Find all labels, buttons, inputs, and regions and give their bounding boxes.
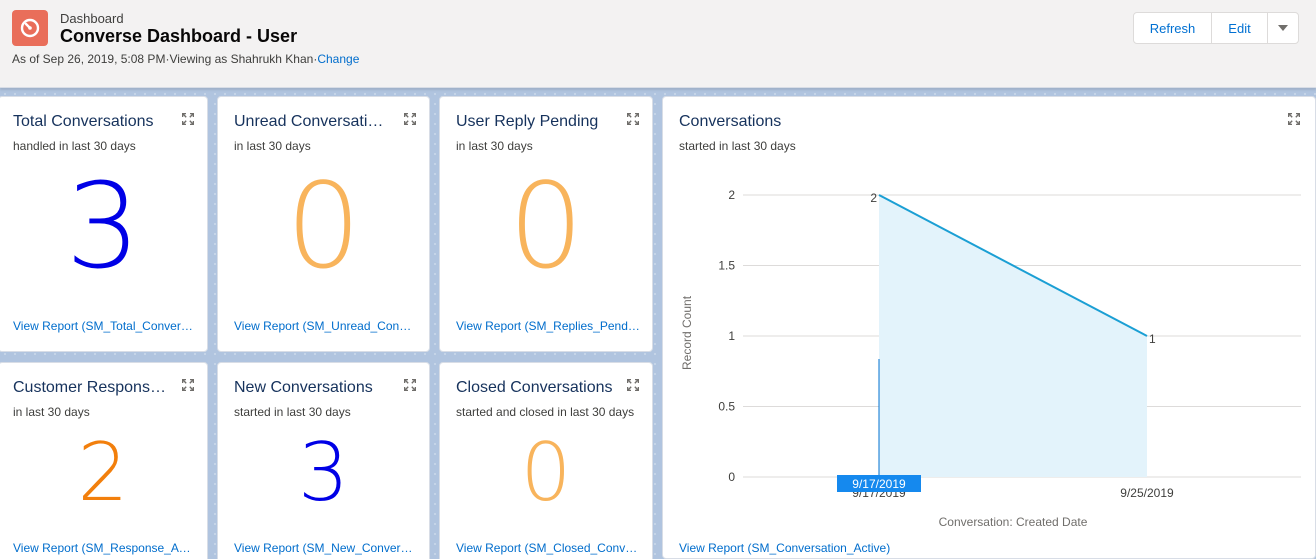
unread-conversations-widget: Unread Conversations in last 30 days 0 V… [217, 96, 430, 352]
widget-subtitle: in last 30 days [13, 405, 90, 419]
expand-icon[interactable] [181, 378, 195, 392]
dashboard-header: Dashboard Converse Dashboard - User As o… [0, 0, 1316, 88]
metric-value: 3 [65, 157, 141, 295]
widget-title: Closed Conversations [456, 379, 613, 396]
widget-title: Total Conversations [13, 113, 154, 130]
widget-subtitle: handled in last 30 days [13, 139, 136, 153]
total-conversations-widget: Total Conversations handled in last 30 d… [0, 96, 208, 352]
y-tick-label: 1.5 [718, 259, 735, 273]
view-report-link[interactable]: View Report (SM_Replies_Pending) [456, 319, 640, 333]
widget-subtitle: started in last 30 days [234, 405, 351, 419]
x-axis-title: Conversation: Created Date [939, 515, 1088, 529]
widget-subtitle: started and closed in last 30 days [456, 405, 635, 419]
customer-response-awaited-widget: Customer Response Awaited in last 30 day… [0, 362, 208, 559]
expand-icon[interactable] [403, 378, 417, 392]
widget-title: User Reply Pending [456, 113, 599, 130]
widget-title: Unread Conversations [234, 113, 391, 130]
expand-icon[interactable] [626, 378, 640, 392]
widget-subtitle: in last 30 days [234, 139, 311, 153]
as-of-timestamp: As of Sep 26, 2019, 5:08 PM [12, 52, 166, 66]
series-line [878, 194, 1148, 337]
data-label: 2 [870, 191, 877, 205]
viewing-as-text: Viewing as Shahrukh Khan [169, 52, 314, 66]
hover-date-badge [837, 475, 921, 492]
view-report-link[interactable]: View Report (SM_New_Conversations) [234, 541, 417, 555]
new-conversations-widget: New Conversations started in last 30 day… [217, 362, 430, 559]
refresh-button[interactable]: Refresh [1134, 13, 1212, 43]
view-report-link[interactable]: View Report (SM_Unread_Conversations) [234, 319, 417, 333]
meta-separator: · [165, 52, 170, 66]
chevron-down-icon [1278, 25, 1288, 31]
dashboard-meta: As of Sep 26, 2019, 5:08 PM·Viewing as S… [12, 52, 359, 66]
metric-value: 0 [520, 426, 572, 519]
widget-title: Customer Response Awaited [13, 379, 169, 396]
metric-value: 2 [77, 426, 129, 519]
area-fill [879, 195, 1147, 477]
view-report-link[interactable]: View Report (SM_Total_Conversations) [13, 319, 195, 333]
meta-separator: · [313, 52, 318, 66]
y-tick-label: 2 [728, 188, 735, 202]
widget-title: New Conversations [234, 379, 373, 396]
edit-button[interactable]: Edit [1212, 13, 1268, 43]
page-title: Converse Dashboard - User [60, 26, 298, 46]
view-report-link[interactable]: View Report (SM_Response_Awaited) [13, 541, 195, 555]
metric-value: 0 [508, 157, 584, 295]
data-label: 1 [1149, 332, 1156, 346]
expand-icon[interactable] [403, 112, 417, 126]
closed-conversations-widget: Closed Conversations started and closed … [439, 362, 653, 559]
user-reply-pending-widget: User Reply Pending in last 30 days 0 Vie… [439, 96, 653, 352]
conversations-line-chart: 00.511.52 219/17/2019 9/25/20199/17/2019Co… [680, 188, 1301, 529]
widget-subtitle: in last 30 days [456, 139, 533, 153]
x-tick-label: 9/25/2019 [1120, 486, 1174, 500]
y-tick-label: 0.5 [718, 400, 735, 414]
dashboard-gauge-icon [12, 10, 48, 46]
metric-value: 0 [285, 157, 362, 295]
more-actions-button[interactable] [1268, 13, 1298, 43]
y-axis-title: Record Count [680, 295, 694, 370]
hover-date-text: 9/17/2019 [852, 477, 906, 491]
expand-icon[interactable] [181, 112, 195, 126]
header-button-group: Refresh Edit [1133, 12, 1299, 44]
expand-icon[interactable] [626, 112, 640, 126]
expand-icon[interactable] [1287, 112, 1301, 126]
change-viewer-link[interactable]: Change [317, 52, 360, 66]
y-tick-label: 1 [728, 329, 735, 343]
breadcrumb: Dashboard [60, 11, 124, 26]
y-tick-label: 0 [728, 470, 735, 484]
view-report-link[interactable]: View Report (SM_Conversation_Active) [679, 541, 891, 555]
metric-value: 3 [298, 426, 349, 519]
view-report-link[interactable]: View Report (SM_Closed_Conversations) [456, 541, 640, 555]
